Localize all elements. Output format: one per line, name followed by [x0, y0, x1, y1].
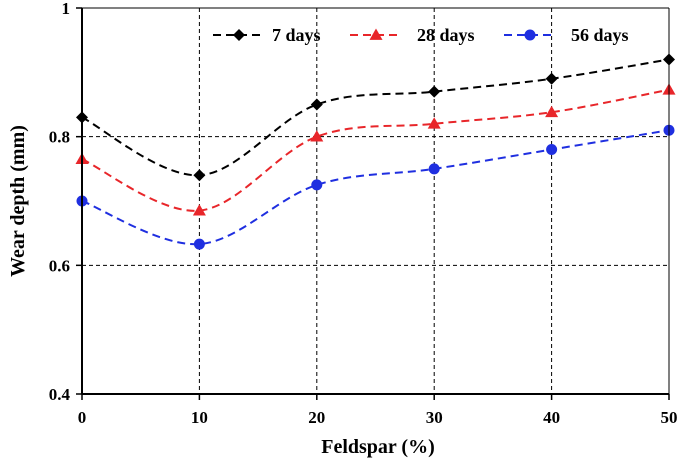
x-axis-title: Feldspar (%) [321, 436, 435, 458]
x-tick-label: 20 [308, 408, 325, 427]
series-7-days [76, 53, 675, 182]
data-point [311, 179, 323, 191]
legend-label: 56 days [571, 25, 629, 45]
data-point [193, 169, 206, 182]
y-axis-title: Wear depth (mm) [7, 125, 29, 277]
x-tick-label: 40 [543, 408, 560, 427]
y-tick-label: 0.6 [49, 256, 70, 275]
legend: 7 days 28 days 56 days [213, 25, 629, 45]
data-point [546, 144, 558, 156]
legend-item-7-days: 7 days [213, 25, 321, 45]
legend-marker [369, 28, 383, 40]
x-tick-label: 10 [191, 408, 208, 427]
series-line [81, 88, 670, 212]
y-tick-label: 0.4 [49, 385, 71, 404]
legend-marker [233, 29, 245, 41]
data-point [310, 98, 323, 111]
data-point [545, 105, 559, 118]
data-point [428, 85, 441, 98]
data-point [192, 204, 206, 216]
legend-item-56-days: 56 days [504, 25, 629, 45]
grid [82, 8, 669, 394]
tick-labels: 0 10 20 30 40 50 0.4 0.6 0.8 1 [49, 0, 678, 427]
data-point [427, 117, 441, 129]
data-point [545, 72, 558, 85]
legend-label: 28 days [417, 25, 475, 45]
data-point [310, 130, 324, 142]
legend-label: 7 days [272, 25, 321, 45]
x-tick-label: 50 [661, 408, 678, 427]
legend-item-28-days: 28 days [350, 25, 475, 45]
series-line [81, 129, 670, 246]
y-tick-label: 0.8 [49, 128, 70, 147]
y-tick-label: 1 [62, 0, 71, 18]
x-tick-label: 30 [426, 408, 443, 427]
data-point [193, 238, 205, 250]
legend-marker [524, 29, 536, 41]
x-tick-label: 0 [78, 408, 87, 427]
series-line [81, 58, 670, 177]
data-point [428, 163, 440, 175]
axes [76, 7, 670, 400]
